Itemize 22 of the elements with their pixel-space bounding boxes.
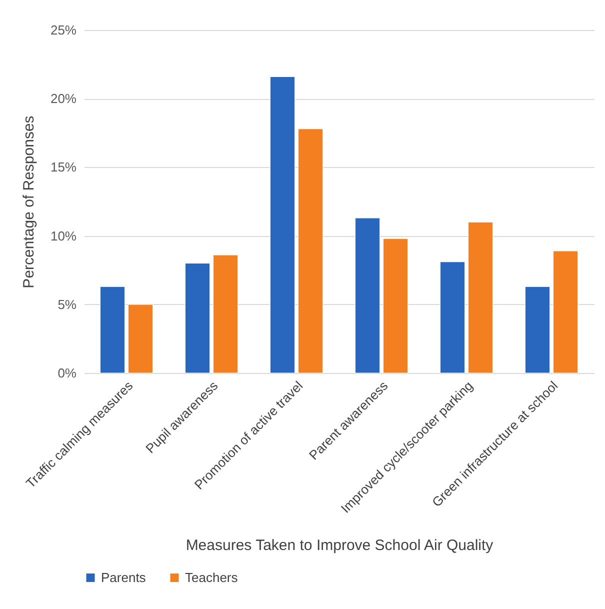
bar [184,262,210,374]
y-tick-label: 15% [50,160,77,175]
bar [298,128,324,374]
bar [354,218,380,374]
bar [524,286,550,374]
y-axis-title: Percentage of Responses [20,116,38,288]
legend-label: Parents [101,570,146,585]
legend-label: Teachers [185,570,238,585]
y-tick-label: 0% [58,366,77,380]
bar [270,76,296,374]
bar [100,286,126,374]
bar [382,238,408,374]
y-tick-label: 10% [50,228,77,244]
bar [440,262,466,374]
bar [468,222,494,374]
y-tick-label: 20% [50,91,77,106]
bar [212,254,238,374]
bar [128,304,154,374]
y-tick-label: 5% [58,296,77,312]
bar [552,250,578,374]
y-tick-label: 25% [50,22,77,38]
x-axis-title: Measures Taken to Improve School Air Quality [186,536,494,554]
